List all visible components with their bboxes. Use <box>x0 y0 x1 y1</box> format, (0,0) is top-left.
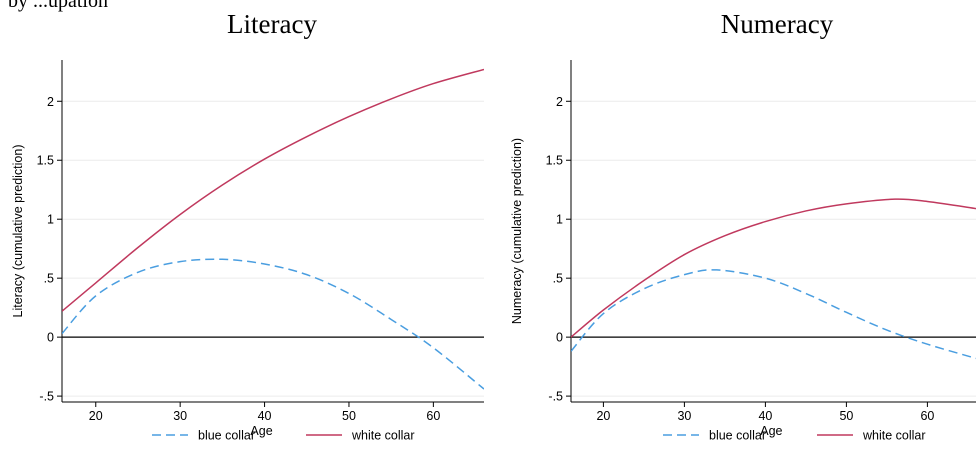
series-line-white-collar <box>62 68 484 312</box>
panel-title: Literacy <box>227 9 317 39</box>
y-tick-label: 2 <box>47 95 54 109</box>
y-tick-label: .5 <box>553 272 563 286</box>
y-axis-label: Numeracy (cumulative prediction) <box>510 138 524 324</box>
chart-panel-2: Numeracy -.5 0 .5 1 1.5 2 20 30 40 50 60 Age Numeracy… <box>510 9 976 443</box>
series-line-white-collar <box>571 198 976 338</box>
panel-title: Numeracy <box>721 9 834 39</box>
x-tick-label: 60 <box>426 409 440 423</box>
x-tick-label: 20 <box>89 409 103 423</box>
x-axis-label: Age <box>250 424 272 438</box>
x-tick-label: 40 <box>258 409 272 423</box>
y-tick-label: 0 <box>556 331 563 345</box>
figure-caption: by ...upation <box>8 0 108 12</box>
y-tick-label: 1.5 <box>546 154 563 168</box>
y-axis-label: Literacy (cumulative prediction) <box>11 145 25 318</box>
series-line-blue-collar <box>62 258 484 390</box>
y-tick-label: -.5 <box>39 390 54 404</box>
chart-panel-1: Literacy -.5 0 .5 1 1.5 2 20 30 40 50 60 Age Literacy… <box>11 9 484 443</box>
x-tick-label: 50 <box>342 409 356 423</box>
y-tick-label: 1 <box>47 213 54 227</box>
legend-label: blue collar <box>198 429 255 443</box>
y-tick-label: -.5 <box>548 390 563 404</box>
x-tick-label: 20 <box>596 409 610 423</box>
y-tick-label: .5 <box>44 272 54 286</box>
y-tick-label: 2 <box>556 95 563 109</box>
legend-label: blue collar <box>709 429 766 443</box>
y-tick-label: 1 <box>556 213 563 227</box>
series-line-blue-collar <box>571 269 976 360</box>
x-tick-label: 50 <box>839 409 853 423</box>
x-tick-label: 60 <box>920 409 934 423</box>
x-tick-label: 40 <box>758 409 772 423</box>
y-tick-label: 0 <box>47 331 54 345</box>
y-tick-label: 1.5 <box>37 154 54 168</box>
x-tick-label: 30 <box>677 409 691 423</box>
x-tick-label: 30 <box>173 409 187 423</box>
x-axis-label: Age <box>760 424 782 438</box>
legend-label: white collar <box>862 429 926 443</box>
legend-label: white collar <box>351 429 415 443</box>
